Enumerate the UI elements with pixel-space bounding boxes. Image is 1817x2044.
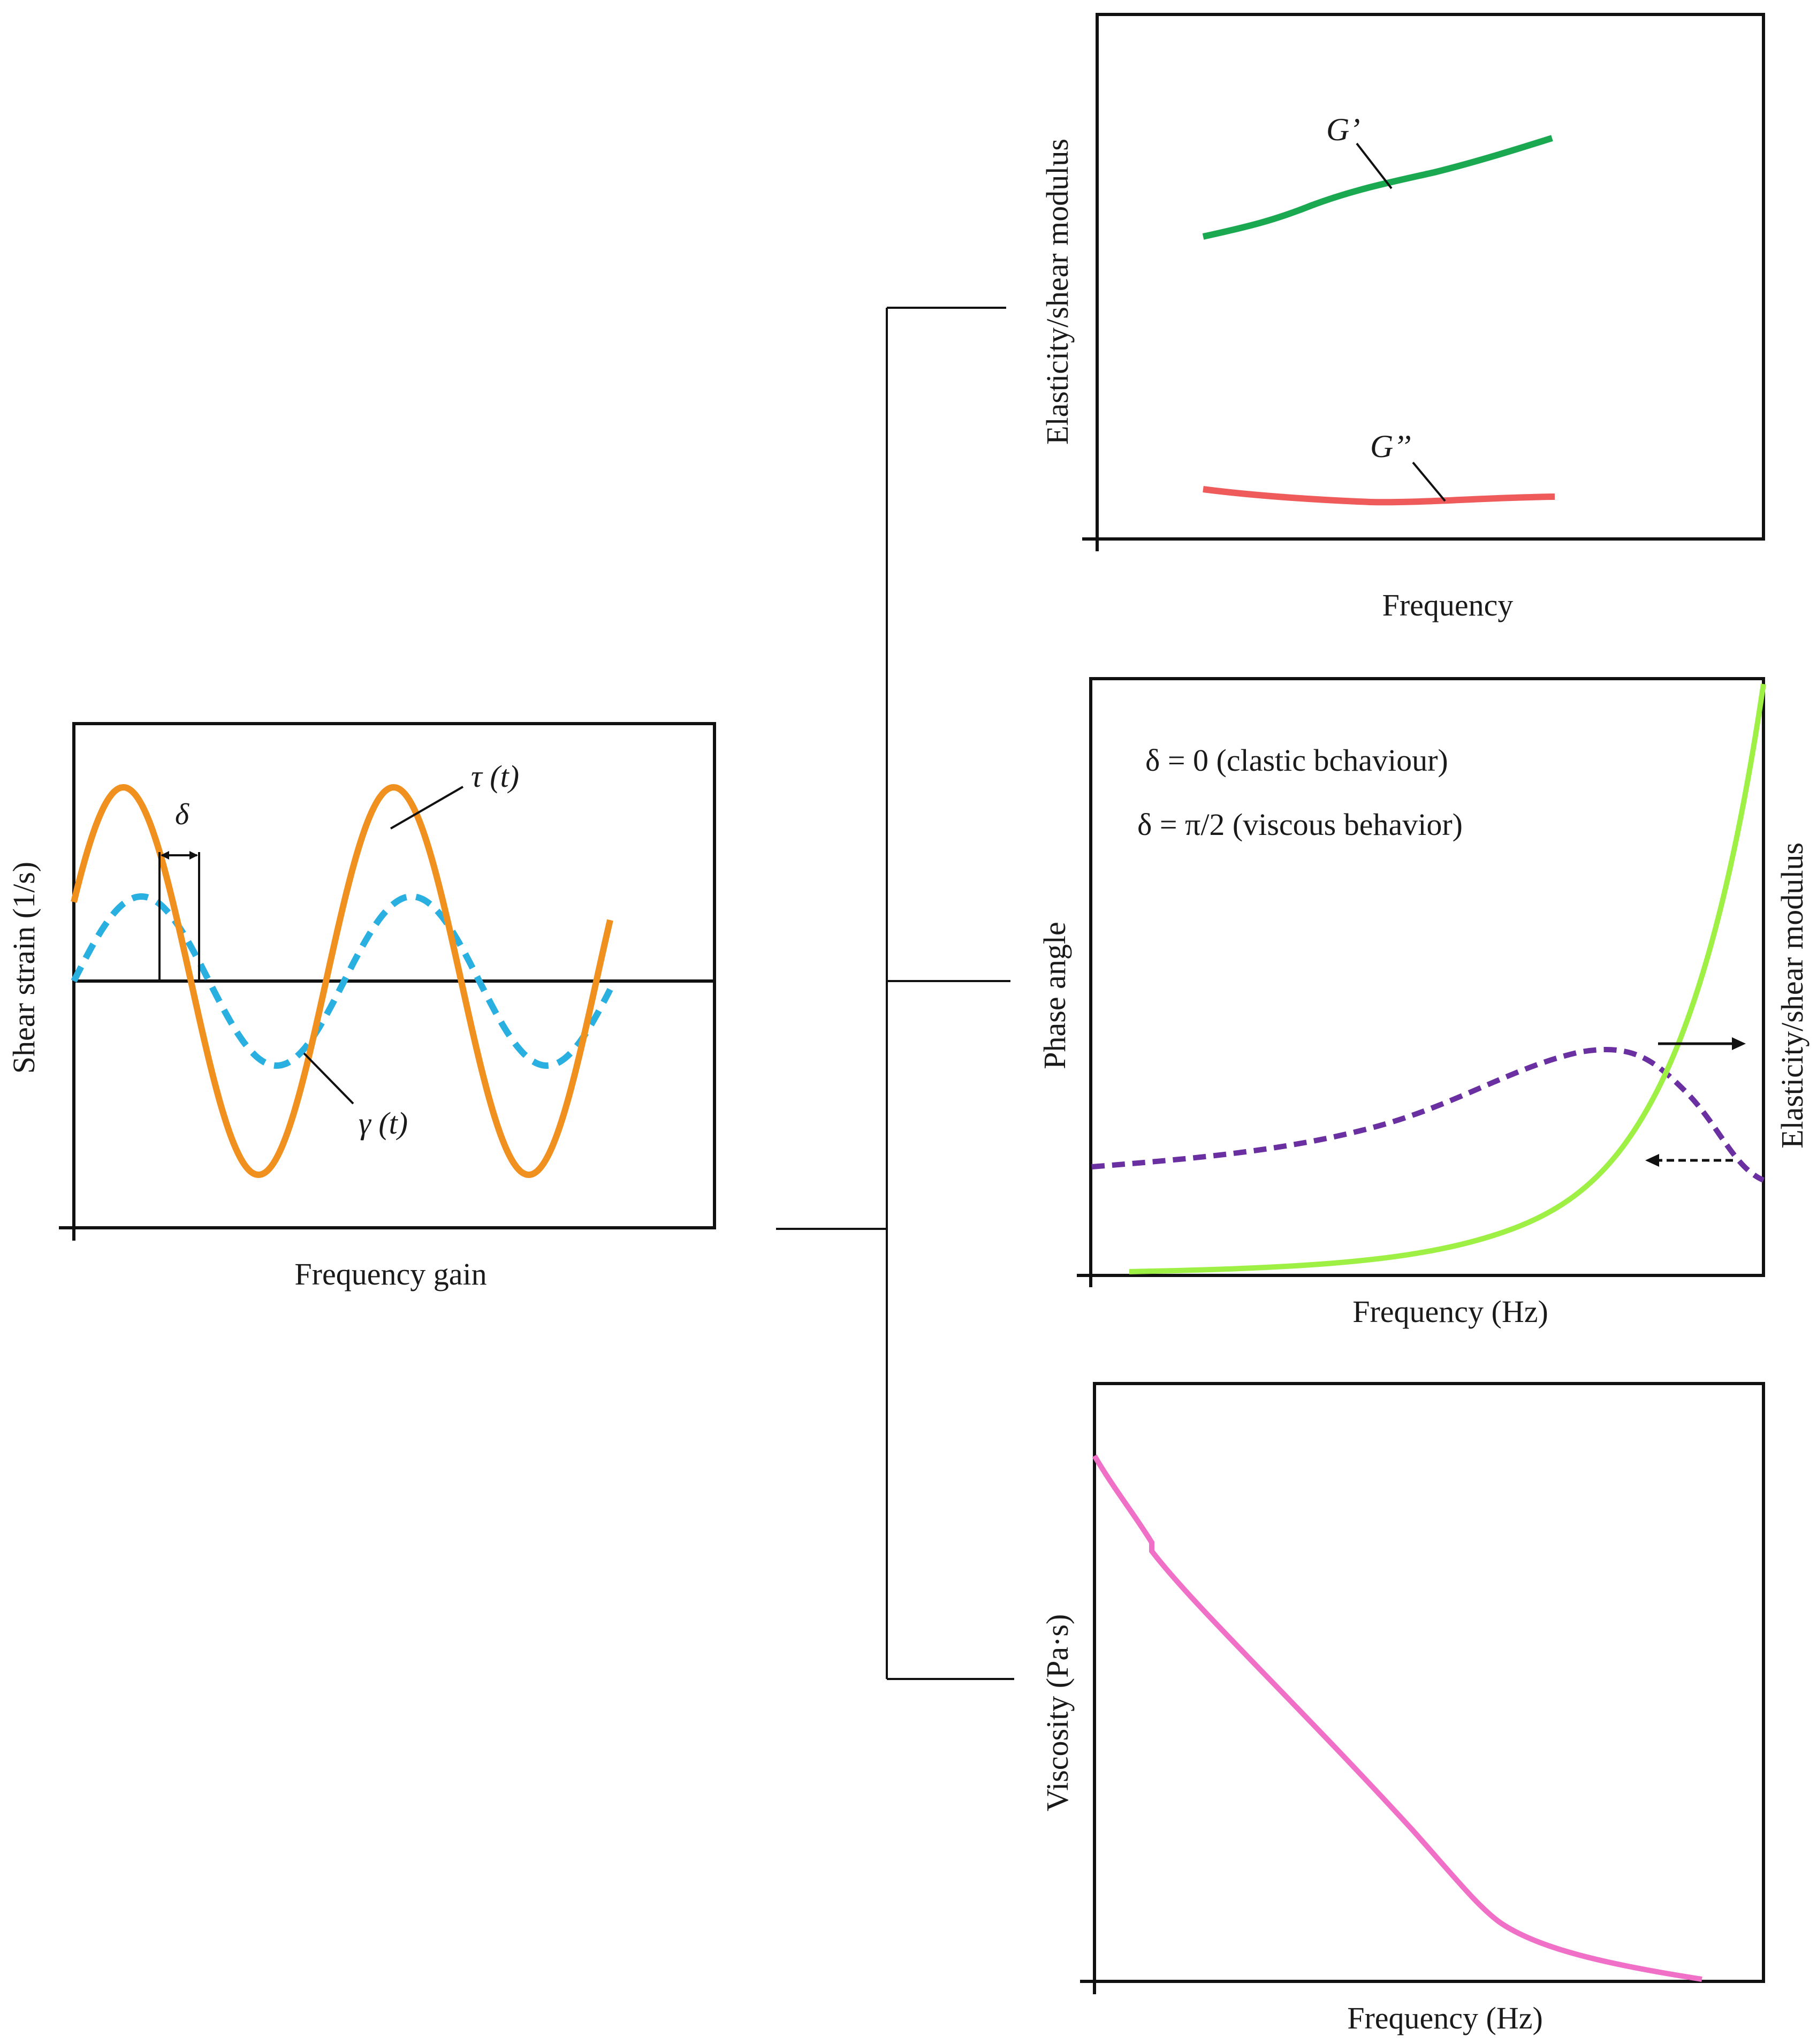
phase-angle-curve [1091, 1047, 1765, 1183]
gamma-curve [71, 893, 613, 1069]
tau-curve [71, 784, 613, 1179]
modulus-panel: G’ G’’ Elasticity/shear modulus Frequenc… [1040, 13, 1765, 622]
phase-x-axis-label: Frequency (Hz) [1352, 1294, 1548, 1329]
viscosity-curve [1092, 1454, 1702, 1982]
connector-bracket [776, 307, 1014, 1680]
viscosity-panel: Viscosity (Pa·s) Frequency (Hz) [1040, 1382, 1765, 2035]
wave-panel: δ τ (t) γ (t) Shear strain (1/s) Frequen… [6, 722, 716, 1291]
delta-arrowhead-left [161, 851, 169, 860]
viscosity-plot-frame [1093, 1382, 1765, 1983]
delta-arrowhead-right [189, 851, 198, 860]
viscosity-y-axis-label: Viscosity (Pa·s) [1040, 1614, 1075, 1812]
wave-y-axis-label: Shear strain (1/s) [6, 862, 41, 1074]
phase-y-axis-label-left: Phase angle [1037, 922, 1072, 1069]
phase-y-axis-label-right: Elasticity/shear modulus [1775, 842, 1810, 1149]
left-axis-arrowhead [1645, 1154, 1659, 1167]
gamma-leader [303, 1052, 354, 1105]
g-prime-label: G’ [1326, 112, 1360, 147]
phase-panel: δ = 0 (clastic bchaviour) δ = π/2 (visco… [1037, 677, 1810, 1329]
wave-plot-frame [72, 722, 716, 1229]
right-axis-arrowhead [1732, 1037, 1746, 1050]
wave-x-axis-label: Frequency gain [294, 1257, 486, 1291]
g-double-prime-label: G’’ [1370, 429, 1411, 464]
g-prime-leader [1356, 142, 1393, 189]
modulus-rising-curve [1129, 683, 1766, 1274]
viscosity-x-axis-label: Frequency (Hz) [1347, 2001, 1543, 2035]
modulus-x-axis-label: Frequency [1382, 588, 1514, 622]
modulus-y-axis-label: Elasticity/shear modulus [1040, 139, 1075, 445]
g-double-prime-curve [1203, 486, 1555, 506]
gamma-label: γ (t) [359, 1106, 408, 1141]
note-viscous: δ = π/2 (viscous behavior) [1137, 807, 1463, 842]
g-prime-curve [1202, 135, 1553, 240]
g-double-prime-leader [1412, 461, 1446, 502]
phase-plot-frame [1089, 677, 1765, 1277]
tau-leader [390, 786, 464, 830]
delta-label: δ [175, 798, 189, 831]
modulus-plot-frame [1096, 13, 1765, 541]
note-elastic: δ = 0 (clastic bchaviour) [1145, 743, 1448, 778]
tau-label: τ (t) [471, 759, 519, 794]
